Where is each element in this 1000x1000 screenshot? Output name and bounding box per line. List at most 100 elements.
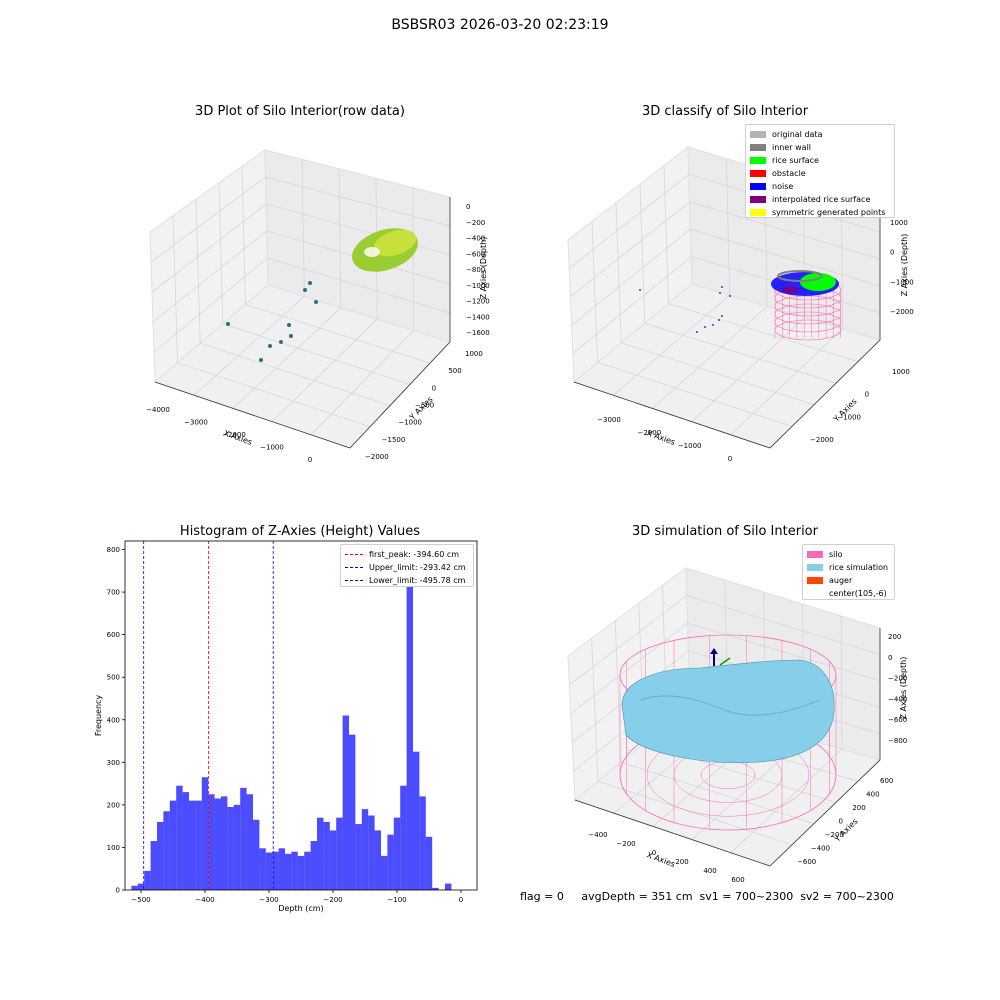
panel4-grid xyxy=(686,595,881,655)
panel1-z-tick-label: 0 xyxy=(466,203,470,211)
panel1-grid xyxy=(232,307,342,409)
legend-label: first_peak: -394.60 cm xyxy=(369,550,460,559)
panel1-grid xyxy=(265,176,451,227)
panel1-z-tick-label: −400 xyxy=(466,235,485,243)
panel4-y-tick-label: 400 xyxy=(866,791,879,799)
panel2-noise-point xyxy=(718,319,720,321)
histogram-bar xyxy=(400,785,407,890)
panel1-x-tick-label: −1000 xyxy=(260,444,284,452)
histogram-bar xyxy=(355,824,362,890)
legend-entry: symmetric generated points xyxy=(750,206,890,219)
panel2-grid xyxy=(615,202,622,343)
legend-entry: interpolated rice surface xyxy=(750,193,890,206)
legend-entry: rice simulation xyxy=(807,561,890,574)
histogram-x-tick-label: −300 xyxy=(259,896,278,904)
panel1-y-tick-label: 500 xyxy=(448,367,461,375)
panel1-z-tick-label: −1200 xyxy=(466,298,490,306)
panel2-z-tick-label: 0 xyxy=(890,249,894,257)
panel2-noise-point xyxy=(712,324,714,326)
panel1-grid xyxy=(241,166,246,305)
panel1-grid xyxy=(218,182,224,324)
histogram-bar xyxy=(233,804,241,890)
histogram-bar xyxy=(432,887,439,890)
histogram-bar xyxy=(195,800,202,890)
panel2-noise-point xyxy=(639,289,641,291)
panel1-y-axis-line xyxy=(349,341,451,449)
panel1-point xyxy=(279,340,283,344)
histogram-bar xyxy=(381,855,388,890)
panel2-grid xyxy=(572,256,692,354)
histogram-bar xyxy=(163,811,170,890)
panel2-noise-point xyxy=(729,295,731,297)
panel1-z-tick-label: −1400 xyxy=(466,313,490,321)
legend-color-swatch xyxy=(807,551,823,558)
panel4-x-label: X Axies xyxy=(645,850,676,869)
histogram-bar xyxy=(150,841,157,890)
histogram-bar xyxy=(342,715,349,890)
panel4-grid xyxy=(687,622,881,682)
histogram-bar xyxy=(336,817,343,890)
legend-label: rice simulation xyxy=(829,563,889,572)
histogram-bar xyxy=(157,821,164,890)
histogram-bar xyxy=(169,800,177,890)
histogram-y-tick-label: 100 xyxy=(107,844,120,852)
panel2-legend: original data inner wall rice surface obsta… xyxy=(745,124,895,218)
panel2-z-label: Z Axies (Depth) xyxy=(900,234,909,297)
panel2-z-tick-label: −1000 xyxy=(890,278,914,286)
panel2-noise-point xyxy=(704,326,706,328)
histogram-bar xyxy=(246,794,253,890)
histogram-y-label: Frequency xyxy=(94,695,103,737)
legend-line-swatch xyxy=(345,580,363,581)
legend-label: noise xyxy=(772,182,794,191)
panel2-grid xyxy=(568,174,690,269)
histogram-bar xyxy=(297,855,305,890)
panel1-grid xyxy=(338,168,342,308)
panel1-y-tick-label: −2000 xyxy=(365,453,389,461)
legend-label: silo xyxy=(829,550,843,559)
panel2-x-axis-line xyxy=(573,381,771,449)
panel4-y-tick-label: 0 xyxy=(839,818,843,826)
panel2-grid xyxy=(612,294,730,396)
histogram-y-tick-label: 0 xyxy=(116,887,120,895)
legend-color-swatch xyxy=(750,144,766,151)
panel4-grid xyxy=(840,615,843,750)
panel4-z-tick-label: −800 xyxy=(888,737,907,745)
panel2-grid xyxy=(639,184,646,324)
panel1-z-tick-label: −800 xyxy=(466,266,485,274)
histogram-x-tick-label: −400 xyxy=(195,896,214,904)
legend-label: obstacle xyxy=(772,169,806,178)
panel1-grid xyxy=(177,362,371,428)
legend-entry: original data xyxy=(750,128,890,141)
panel4-x-tick-label: −200 xyxy=(616,840,635,848)
histogram-bar xyxy=(323,821,330,890)
histogram-bar xyxy=(419,796,426,890)
legend-color-swatch xyxy=(750,131,766,138)
panel1-title: 3D Plot of Silo Interior(row data) xyxy=(195,104,405,119)
panel4-z-tick-label: 0 xyxy=(888,654,892,662)
panel2-grid xyxy=(689,201,881,260)
histogram-bar xyxy=(208,794,215,890)
panel2-inner-wall xyxy=(777,270,823,282)
panel1-y-tick-label: −1000 xyxy=(398,419,422,427)
panel4-x-axis-line xyxy=(574,799,771,867)
panel1-surface-blob-highlight xyxy=(373,229,417,257)
panel4-x-tick-label: 200 xyxy=(675,858,688,866)
panel2-y-tick-label: −1000 xyxy=(837,413,861,421)
panel1-grid xyxy=(266,203,451,256)
panel2-x-tick-label: −1000 xyxy=(678,442,702,450)
panel4-grid xyxy=(730,748,843,854)
panel1-grid xyxy=(151,203,267,293)
histogram-y-tick-label: 800 xyxy=(107,546,120,554)
panel2-z-tick-label: −2000 xyxy=(890,308,914,316)
panel1-point xyxy=(314,300,318,304)
histogram-x-tick-label: −200 xyxy=(323,896,342,904)
legend-label: interpolated rice surface xyxy=(772,195,871,204)
panel1-y-tick-label: 0 xyxy=(432,384,436,392)
legend-label: rice surface xyxy=(772,156,819,165)
histogram-bar xyxy=(137,883,145,890)
panel1-point xyxy=(287,323,291,327)
histogram-y-tick-label: 200 xyxy=(107,801,120,809)
panel2-grid xyxy=(690,228,881,287)
histogram-bar xyxy=(445,883,452,890)
panel4-simulation xyxy=(619,634,837,831)
